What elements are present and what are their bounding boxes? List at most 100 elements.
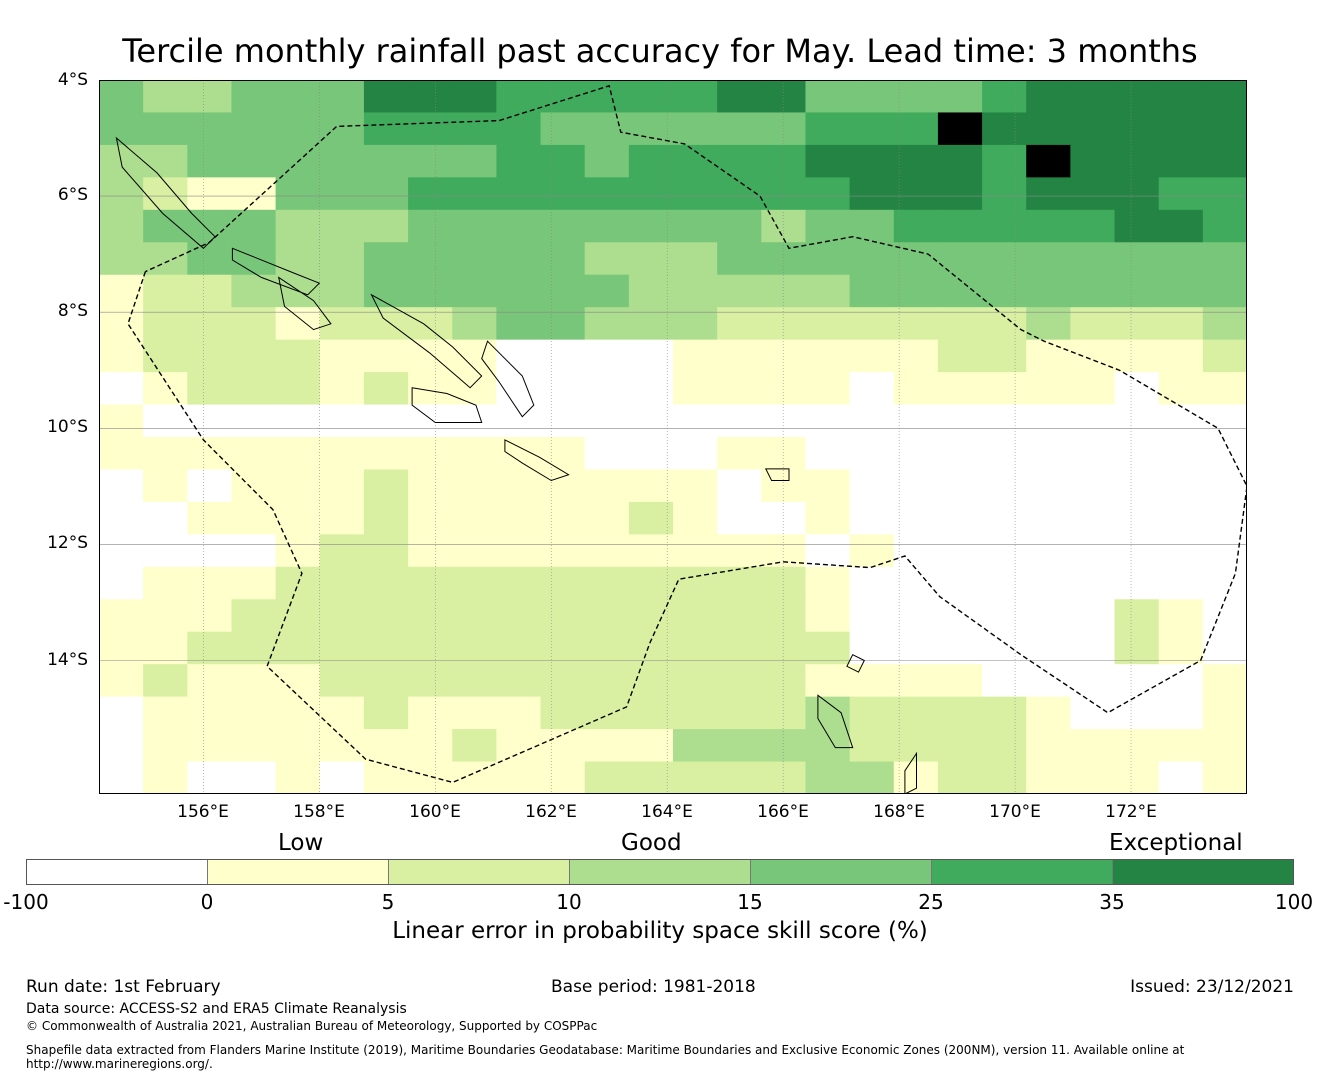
skill-cell xyxy=(496,339,542,373)
skill-cell xyxy=(849,80,895,114)
skill-cell xyxy=(1026,209,1071,243)
skill-cell xyxy=(408,404,453,438)
skill-cell xyxy=(275,469,321,503)
skill-cell xyxy=(496,274,542,308)
skill-cell xyxy=(408,566,453,600)
skill-cell xyxy=(275,80,321,114)
island-outline xyxy=(277,276,332,331)
colorbar-segment xyxy=(1113,860,1293,884)
skill-cell xyxy=(231,599,277,633)
skill-cell xyxy=(540,437,586,471)
skill-cell xyxy=(1114,404,1160,438)
skill-cell xyxy=(673,177,718,211)
colorbar-tick: 15 xyxy=(737,890,763,914)
map-frame xyxy=(99,80,1247,794)
skill-cell xyxy=(1026,631,1071,665)
skill-cell xyxy=(893,696,939,730)
skill-cell xyxy=(363,274,409,308)
skill-cell xyxy=(143,372,188,406)
skill-cell xyxy=(1114,372,1160,406)
skill-cell xyxy=(143,437,188,471)
skill-cell xyxy=(408,307,453,341)
skill-cell xyxy=(805,372,851,406)
skill-cell xyxy=(1026,566,1071,600)
skill-cell xyxy=(540,339,586,373)
skill-cell xyxy=(496,501,542,535)
skill-cell xyxy=(187,631,233,665)
skill-cell xyxy=(408,274,453,308)
skill-cell xyxy=(584,339,630,373)
skill-cell xyxy=(805,696,851,730)
skill-cell xyxy=(1026,437,1071,471)
skill-cell xyxy=(673,242,718,276)
skill-cell xyxy=(187,469,233,503)
skill-cell xyxy=(496,307,542,341)
skill-cell xyxy=(628,404,674,438)
skill-cell xyxy=(628,566,674,600)
skill-cell xyxy=(408,209,453,243)
skill-cell xyxy=(540,729,586,763)
skill-cell xyxy=(1070,177,1116,211)
skill-cell xyxy=(805,242,851,276)
skill-cell xyxy=(363,339,409,373)
skill-cell xyxy=(452,80,497,114)
skill-cell xyxy=(849,501,895,535)
skill-cell xyxy=(363,566,409,600)
skill-cell xyxy=(187,177,233,211)
skill-cell xyxy=(143,664,188,698)
skill-cell xyxy=(937,339,983,373)
skill-cell xyxy=(584,404,630,438)
skill-cell xyxy=(275,761,321,794)
skill-cell xyxy=(805,144,851,178)
skill-cell xyxy=(893,242,939,276)
skill-cell xyxy=(937,501,983,535)
skill-cell xyxy=(628,761,674,794)
skill-cell xyxy=(893,177,939,211)
shapefile-url: http://www.marineregions.org/. xyxy=(26,1057,213,1071)
skill-cell xyxy=(717,144,762,178)
skill-cell xyxy=(143,404,188,438)
skill-cell xyxy=(319,696,365,730)
skill-cell xyxy=(849,566,895,600)
island-outline xyxy=(846,654,865,673)
skill-cell xyxy=(893,599,939,633)
skill-cell xyxy=(231,274,277,308)
skill-cell xyxy=(761,372,807,406)
skill-cell xyxy=(982,274,1027,308)
skill-cell xyxy=(1114,469,1160,503)
skill-cell xyxy=(761,404,807,438)
skill-cell xyxy=(99,599,144,633)
skill-cell xyxy=(540,566,586,600)
lat-label: 6°S xyxy=(57,185,88,205)
skill-cell xyxy=(99,664,144,698)
skill-cell xyxy=(1202,307,1247,341)
skill-cell xyxy=(99,729,144,763)
skill-cell xyxy=(628,534,674,568)
skill-cell xyxy=(1202,177,1247,211)
skill-cell xyxy=(584,307,630,341)
run-date: Run date: 1st February xyxy=(26,977,221,997)
skill-score-map xyxy=(99,80,1247,794)
skill-cell xyxy=(1070,242,1116,276)
skill-cell xyxy=(540,144,586,178)
skill-cell xyxy=(1070,372,1116,406)
skill-cell xyxy=(1158,437,1204,471)
skill-cell xyxy=(143,729,188,763)
skill-cell xyxy=(1158,404,1204,438)
skill-cell xyxy=(761,274,807,308)
skill-cell xyxy=(99,307,144,341)
skill-cell xyxy=(805,664,851,698)
skill-cell xyxy=(363,209,409,243)
skill-cell xyxy=(319,469,365,503)
skill-cell xyxy=(717,209,762,243)
skill-cell xyxy=(99,372,144,406)
skill-cell xyxy=(982,242,1027,276)
skill-cell xyxy=(452,729,497,763)
skill-cell xyxy=(805,761,851,794)
skill-cell xyxy=(982,534,1027,568)
skill-cell xyxy=(1070,566,1116,600)
island-outline xyxy=(764,468,790,481)
skill-cell xyxy=(1070,534,1116,568)
skill-cell xyxy=(1070,437,1116,471)
skill-cell xyxy=(761,729,807,763)
